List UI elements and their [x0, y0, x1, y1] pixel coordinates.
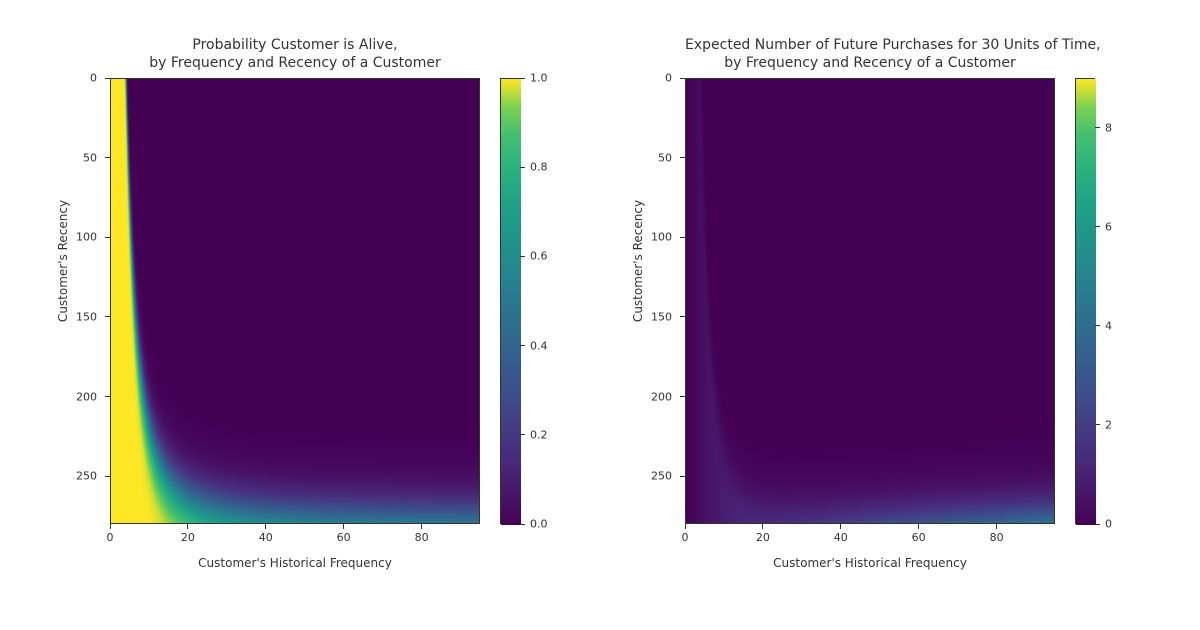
xtick-label: 60	[337, 531, 351, 544]
ytick-label: 50	[83, 151, 97, 164]
xtick-label: 20	[756, 531, 770, 544]
xtick-label: 40	[259, 531, 273, 544]
ytick-label: 150	[651, 310, 672, 323]
ytick-label: 0	[90, 72, 97, 85]
title-left: Probability Customer is Alive, by Freque…	[110, 37, 480, 72]
heatmap-canvas-right	[686, 79, 1055, 524]
colorbar-tick-label: 0.6	[530, 250, 548, 263]
ytick-label: 200	[651, 390, 672, 403]
plot-area-right	[685, 78, 1055, 524]
ytick-label: 0	[665, 72, 672, 85]
xlabel-right: Customer's Historical Frequency	[685, 556, 1055, 570]
colorbar-right	[1075, 78, 1095, 524]
colorbar-left	[500, 78, 520, 524]
ytick-label: 150	[76, 310, 97, 323]
ytick-label: 250	[76, 470, 97, 483]
colorbar-canvas-right	[1076, 79, 1096, 525]
ylabel-left: Customer's Recency	[56, 161, 70, 361]
ytick-label: 100	[76, 231, 97, 244]
colorbar-tick-label: 0.8	[530, 161, 548, 174]
ytick-label: 50	[658, 151, 672, 164]
colorbar-tick-label: 0	[1105, 518, 1112, 531]
xtick-label: 80	[415, 531, 429, 544]
colorbar-tick-label: 1.0	[530, 72, 548, 85]
heatmap-canvas-left	[111, 79, 480, 524]
xtick-label: 0	[107, 531, 114, 544]
colorbar-tick-label: 0.0	[530, 518, 548, 531]
plot-area-left	[110, 78, 480, 524]
ytick-label: 100	[651, 231, 672, 244]
ylabel-right: Customer's Recency	[631, 161, 645, 361]
xlabel-left: Customer's Historical Frequency	[110, 556, 480, 570]
xtick-label: 80	[990, 531, 1004, 544]
xtick-label: 20	[181, 531, 195, 544]
xtick-label: 60	[912, 531, 926, 544]
colorbar-tick-label: 8	[1105, 121, 1112, 134]
ytick-label: 200	[76, 390, 97, 403]
colorbar-tick-label: 4	[1105, 319, 1112, 332]
xtick-label: 0	[682, 531, 689, 544]
title-right: Expected Number of Future Purchases for …	[685, 37, 1055, 72]
colorbar-tick-label: 0.4	[530, 339, 548, 352]
ytick-label: 250	[651, 470, 672, 483]
colorbar-tick-label: 2	[1105, 418, 1112, 431]
figure: Probability Customer is Alive, by Freque…	[0, 0, 1200, 630]
colorbar-tick-label: 0.2	[530, 428, 548, 441]
colorbar-canvas-left	[501, 79, 521, 525]
xtick-label: 40	[834, 531, 848, 544]
colorbar-tick-label: 6	[1105, 220, 1112, 233]
